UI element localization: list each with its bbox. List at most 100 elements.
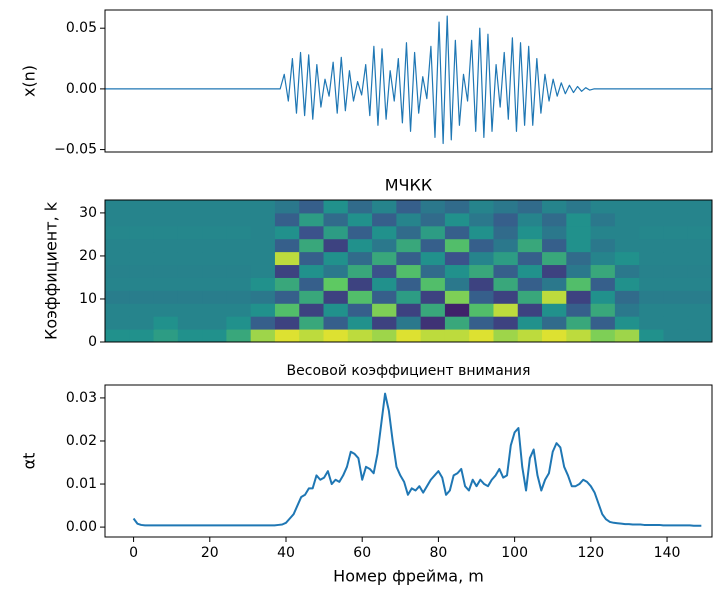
heatmap-cell — [347, 303, 373, 317]
heatmap-cell — [614, 264, 640, 278]
heatmap-cell — [639, 251, 664, 266]
heatmap-cell — [177, 212, 203, 227]
heatmap-cell — [372, 238, 397, 253]
heatmap-cell — [177, 200, 203, 214]
heatmap-cell — [493, 329, 519, 343]
x-tick-label: 100 — [501, 545, 528, 561]
heatmap-cell — [493, 277, 519, 291]
chart-title: МЧКК — [385, 176, 433, 195]
heatmap-cell — [396, 225, 422, 240]
heatmap-cell — [202, 329, 227, 343]
heatmap-cell — [542, 238, 567, 253]
heatmap-cell — [614, 303, 640, 317]
heatmap-cell — [274, 329, 300, 343]
heatmap-cell — [566, 264, 592, 278]
heatmap-cell — [153, 290, 179, 304]
heatmap-cell — [639, 329, 664, 343]
heatmap-cell — [153, 264, 179, 278]
heatmap-cell — [517, 200, 543, 214]
heatmap-cell — [274, 251, 300, 266]
heatmap-cell — [663, 277, 689, 291]
heatmap-cell — [469, 200, 494, 214]
heatmap-cell — [299, 200, 325, 214]
heatmap-cell — [396, 212, 422, 227]
heatmap-cell — [299, 212, 325, 227]
heatmap-cell — [299, 329, 325, 343]
heatmap-cell — [420, 277, 446, 291]
heatmap-cell — [202, 200, 227, 214]
heatmap-cell — [469, 303, 494, 317]
heatmap-cell — [420, 303, 446, 317]
heatmap-cell — [347, 212, 373, 227]
heatmap-cell — [153, 225, 179, 240]
heatmap-cell — [299, 238, 325, 253]
heatmap-cell — [639, 290, 664, 304]
heatmap-cell — [420, 212, 446, 227]
heatmap-cell — [590, 200, 616, 214]
data-line — [105, 15, 712, 145]
heatmap-cell — [687, 225, 713, 240]
heatmap-cell — [153, 329, 179, 343]
heatmap-cell — [226, 303, 252, 317]
y-axis-label: Коэффициент, k — [42, 201, 61, 340]
heatmap-cell — [444, 264, 470, 278]
heatmap-cell — [202, 316, 227, 330]
heatmap-cell — [639, 238, 664, 253]
heatmap-cell — [323, 225, 349, 240]
heatmap-cell — [372, 277, 397, 291]
heatmap-cell — [105, 238, 130, 253]
heatmap-cell — [542, 277, 567, 291]
heatmap-cell — [299, 251, 325, 266]
y-tick-label: 0.02 — [66, 433, 97, 449]
heatmap-cell — [202, 238, 227, 253]
heatmap-cell — [469, 251, 494, 266]
heatmap-cell — [153, 316, 179, 330]
heatmap-cell — [663, 200, 689, 214]
heatmap-cell — [129, 251, 155, 266]
heatmap-cell — [590, 303, 616, 317]
heatmap-cell — [274, 316, 300, 330]
heatmap-cell — [469, 264, 494, 278]
heatmap-cell — [469, 225, 494, 240]
heatmap-cell — [517, 264, 543, 278]
heatmap-cell — [372, 251, 397, 266]
heatmap-cell — [129, 316, 155, 330]
axes-frame — [104, 384, 713, 538]
heatmap-cell — [323, 238, 349, 253]
heatmap-cell — [177, 290, 203, 304]
heatmap-cell — [590, 277, 616, 291]
heatmap-cell — [566, 212, 592, 227]
heatmap-cell — [639, 225, 664, 240]
heatmap-cell — [129, 329, 155, 343]
heatmap-cell — [372, 225, 397, 240]
heatmap-cell — [444, 303, 470, 317]
heatmap-cell — [687, 238, 713, 253]
heatmap-cell — [202, 251, 227, 266]
heatmap-cell — [299, 225, 325, 240]
heatmap-cell — [663, 238, 689, 253]
heatmap-cell — [372, 303, 397, 317]
heatmap-cell — [566, 251, 592, 266]
heatmap-cell — [420, 290, 446, 304]
heatmap-cell — [274, 200, 300, 214]
heatmap-cell — [153, 200, 179, 214]
heatmap-cell — [493, 290, 519, 304]
heatmap-cell — [274, 277, 300, 291]
heatmap-cell — [469, 316, 494, 330]
heatmap-cell — [566, 329, 592, 343]
heatmap-cell — [250, 264, 276, 278]
heatmap-cell — [323, 329, 349, 343]
heatmap-cell — [469, 329, 494, 343]
heatmap-cell — [542, 329, 567, 343]
heatmap-cell — [274, 290, 300, 304]
heatmap-cell — [372, 212, 397, 227]
heatmap-cell — [590, 212, 616, 227]
heatmap-cell — [226, 200, 252, 214]
heatmap-cell — [687, 316, 713, 330]
heatmap-cell — [517, 290, 543, 304]
heatmap-cell — [347, 238, 373, 253]
heatmap-cell — [299, 316, 325, 330]
heatmap-cell — [129, 200, 155, 214]
heatmap-cell — [614, 212, 640, 227]
heatmap-cell — [250, 251, 276, 266]
